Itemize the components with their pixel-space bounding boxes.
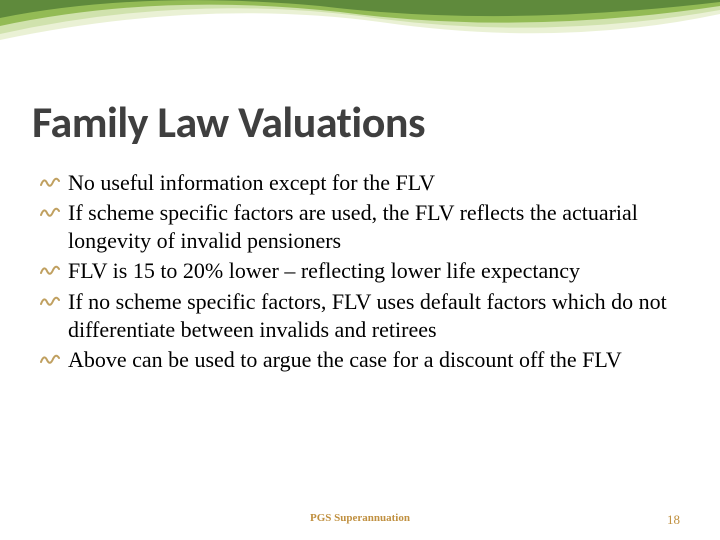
bullet-item: Above can be used to argue the case for …	[50, 346, 688, 374]
bullet-text: If scheme specific factors are used, the…	[68, 200, 638, 253]
bullet-text: If no scheme specific factors, FLV uses …	[68, 289, 667, 342]
page-number: 18	[667, 512, 680, 528]
footer: PGS Superannuation 18	[0, 512, 720, 528]
slide-title: Family Law Valuations	[32, 95, 688, 149]
squiggle-icon	[40, 294, 60, 310]
bullet-text: FLV is 15 to 20% lower – reflecting lowe…	[68, 258, 580, 283]
bullet-item: If no scheme specific factors, FLV uses …	[50, 288, 688, 344]
bullet-text: Above can be used to argue the case for …	[68, 347, 622, 372]
bullet-item: No useful information except for the FLV	[50, 169, 688, 197]
bullet-text: No useful information except for the FLV	[68, 170, 435, 195]
squiggle-icon	[40, 263, 60, 279]
footer-center-text: PGS Superannuation	[310, 512, 410, 524]
slide-content: Family Law Valuations No useful informat…	[32, 95, 688, 376]
squiggle-icon	[40, 352, 60, 368]
squiggle-icon	[40, 175, 60, 191]
bullet-list: No useful information except for the FLV…	[32, 169, 688, 374]
top-wave-decoration	[0, 0, 720, 80]
squiggle-icon	[40, 205, 60, 221]
bullet-item: FLV is 15 to 20% lower – reflecting lowe…	[50, 257, 688, 285]
bullet-item: If scheme specific factors are used, the…	[50, 199, 688, 255]
